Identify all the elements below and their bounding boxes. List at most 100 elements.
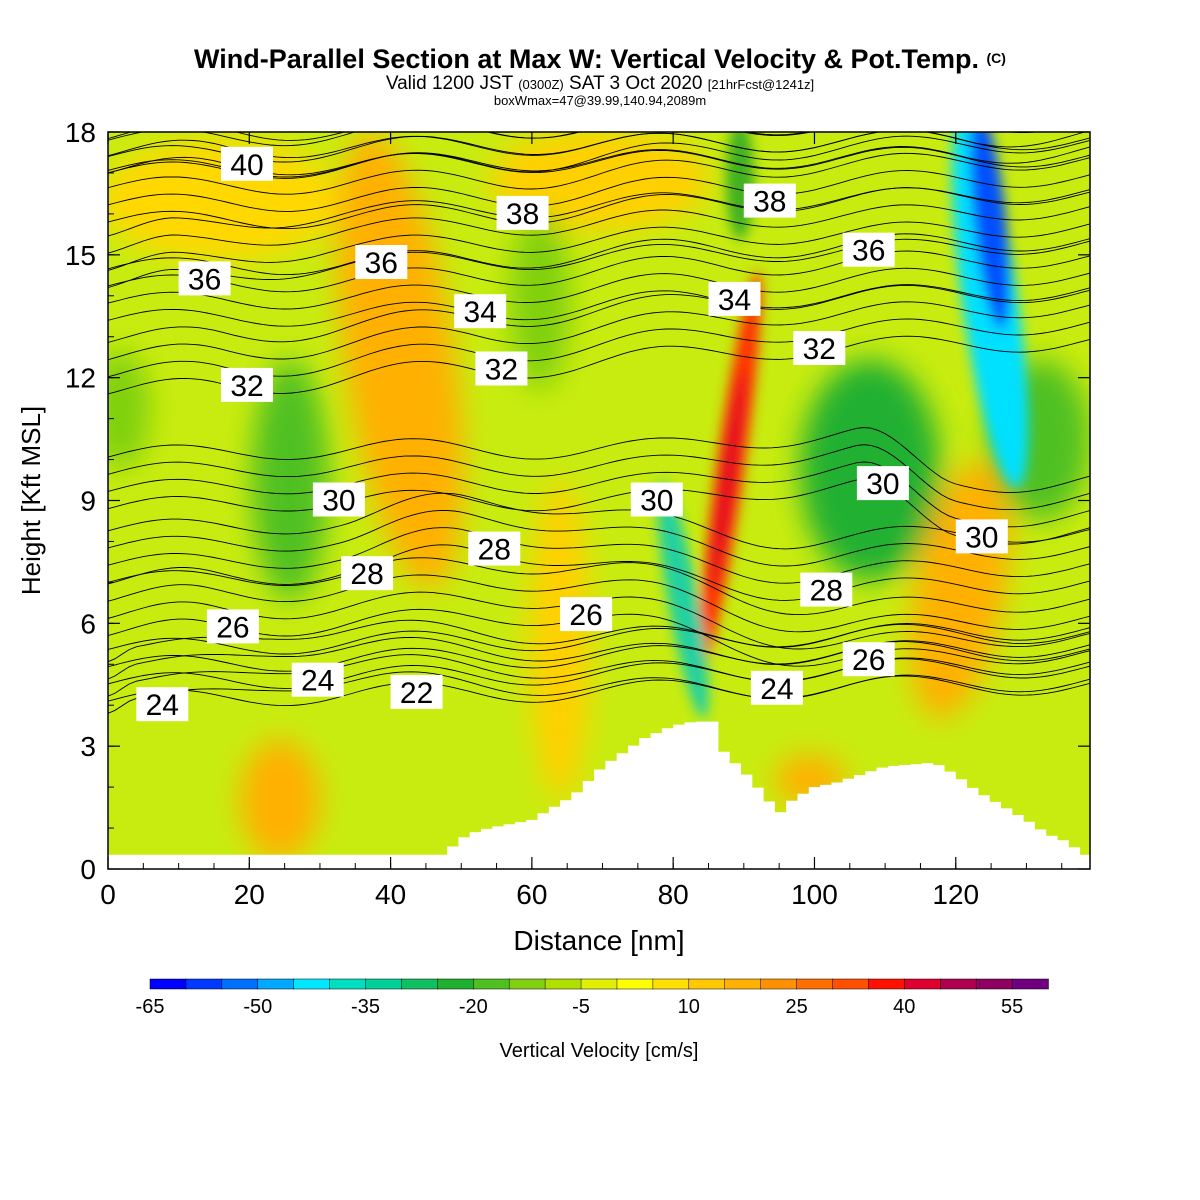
colorbar-swatch: [616, 978, 654, 990]
isentrope-label-text: 40: [230, 149, 263, 182]
isentrope-label-box: [560, 597, 613, 632]
colorbar-swatch: [975, 978, 1013, 990]
isentrope-label-box: [390, 674, 443, 709]
isentrope-line: [108, 623, 1090, 655]
x-tick-label: 20: [234, 879, 265, 910]
colorbar-swatch: [473, 978, 510, 990]
colorbar-swatch: [185, 978, 223, 990]
isentrope-label: 28: [468, 531, 521, 567]
isentrope-label-box: [793, 331, 846, 365]
colorbar-swatch: [437, 978, 475, 990]
isentrope-label-box: [856, 466, 909, 501]
colorbar: -65 -50 -35 -20 -5 10 25 40 55 Vertical Velocity …: [136, 978, 1049, 1062]
isentrope-line: [108, 284, 1090, 327]
isentrope-label: 30: [856, 466, 909, 501]
x-tick-label: 120: [932, 879, 979, 910]
isentrope-lines: [108, 132, 1090, 714]
colorbar-tick-label: -65: [136, 996, 165, 1018]
colorbar-swatch: [760, 978, 798, 990]
colorbar-tick-label: -20: [459, 996, 488, 1018]
y-tick-label: 0: [80, 854, 96, 885]
isentrope-label-box: [750, 670, 803, 705]
isentrope-label: 28: [800, 572, 853, 608]
colorbar-swatch: [365, 978, 403, 990]
isentrope-line: [108, 544, 1090, 601]
x-tick-label: 80: [658, 879, 689, 910]
isentrope-line: [108, 238, 1090, 289]
isentrope-label-text: 24: [301, 665, 334, 698]
isentrope-label: 26: [560, 597, 613, 632]
isentrope-label: 36: [355, 245, 408, 280]
isentrope-label-box: [291, 662, 344, 697]
chart-title: Wind-Parallel Section at Max W: Vertical…: [194, 44, 1006, 74]
low-updraft-west: [240, 740, 320, 860]
isentrope-label-text: 38: [753, 186, 786, 219]
downdraft-edge: [108, 350, 150, 470]
isentrope-label: 32: [793, 331, 846, 366]
isentrope-line: [108, 187, 1090, 230]
isentrope-label-box: [475, 351, 528, 386]
isentrope-line: [108, 152, 1090, 195]
colorbar-swatch: [652, 978, 690, 990]
isentrope-label: 24: [136, 687, 189, 722]
isentrope-label-text: 28: [350, 558, 383, 591]
isentrope-label-text: 34: [718, 284, 751, 317]
x-tick-label: 40: [375, 879, 406, 910]
isentrope-label-box: [312, 482, 365, 517]
colorbar-tick-label: -35: [351, 996, 380, 1018]
y-tick-label: 18: [65, 117, 96, 148]
updraft-band-mid: [530, 480, 590, 800]
isentrope-label-text: 34: [464, 296, 497, 329]
isentrope-label-text: 32: [485, 354, 518, 387]
y-axis-label: Height [Kft MSL]: [16, 406, 46, 595]
isentrope-label-box: [136, 687, 189, 722]
isentrope-line: [108, 492, 1090, 550]
isentrope-line: [108, 233, 1090, 276]
colorbar-swatch: [904, 978, 941, 990]
isentrope-label: 30: [630, 482, 683, 518]
isentrope-label: 34: [454, 294, 507, 329]
colorbar-tick-label: 25: [785, 996, 807, 1018]
isentrope-label: 32: [475, 351, 528, 387]
isentrope-line: [108, 132, 813, 147]
isentrope-label-box: [842, 642, 895, 677]
isentrope-label: 24: [291, 662, 344, 698]
isentrope-label-box: [708, 281, 761, 316]
isentrope-label-text: 30: [965, 521, 998, 554]
isentrope-label: 22: [390, 674, 443, 710]
isentrope-label-text: 32: [803, 333, 836, 366]
isentrope-line: [108, 444, 1090, 511]
isentrope-line: [108, 284, 1090, 343]
velocity-field: 22 24 24 24 26 26 26 28 28 28 30 30 30 30 32 32 32 34 34 36…: [108, 132, 1090, 869]
colorbar-swatch: [580, 978, 618, 990]
downdraft-upper: [510, 210, 570, 390]
isentrope-label-text: 30: [866, 468, 899, 501]
x-axis-label: Distance [nm]: [513, 925, 684, 956]
x-tick-label: 60: [516, 879, 547, 910]
isentrope-label: 30: [312, 482, 365, 518]
isentrope-line: [108, 557, 1090, 616]
isentrope-label-box: [955, 519, 1008, 554]
copyright-mark: (C): [986, 50, 1006, 66]
y-tick-label: 9: [80, 486, 96, 517]
isentrope-label: 30: [955, 519, 1008, 554]
isentrope-label: 36: [178, 261, 231, 296]
isentrope-line: [108, 527, 1090, 584]
isentrope-label-box: [743, 183, 796, 218]
isentrope-label-text: 32: [230, 370, 263, 403]
downdraft-west: [252, 360, 328, 600]
y-tick-label: 3: [80, 731, 96, 762]
isentrope-label-box: [468, 531, 521, 566]
utc-time: (0300Z): [518, 77, 564, 92]
isentrope-label: 26: [842, 642, 895, 677]
colorbar-swatch: [257, 978, 295, 990]
box-max-info: boxWmax=47@39.99,140.94,2089m: [493, 93, 707, 108]
isentrope-label-text: 30: [322, 485, 355, 518]
colorbar-label: Vertical Velocity [cm/s]: [500, 1040, 699, 1062]
isentrope-line: [108, 478, 1090, 545]
colorbar-swatch: [796, 978, 834, 990]
isentrope-label-box: [206, 609, 259, 644]
isentrope-label: 26: [206, 609, 259, 644]
